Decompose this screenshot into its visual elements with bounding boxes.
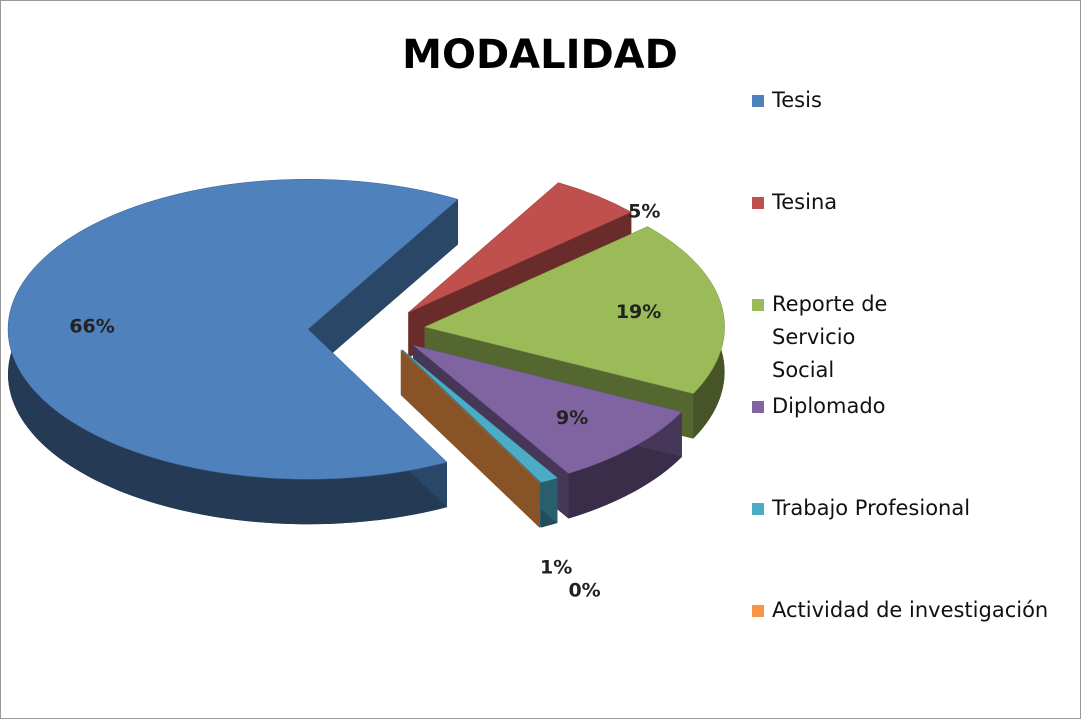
slice xyxy=(7,178,459,480)
slice-side xyxy=(308,199,459,375)
data-label: 0% xyxy=(568,580,600,602)
legend-label: Diplomado xyxy=(772,394,886,418)
slice xyxy=(408,182,632,313)
data-label: 1% xyxy=(540,556,572,578)
data-labels: 66% 5% 19% 9% 1%0% xyxy=(69,200,661,601)
legend-item: Diplomado xyxy=(752,390,886,423)
data-label: 66% xyxy=(69,315,114,337)
legend-item: Trabajo Profesional xyxy=(752,492,970,525)
chart-title: MODALIDAD xyxy=(402,32,678,78)
data-label: 5% xyxy=(628,200,660,222)
legend-item: Actividad de investigación xyxy=(752,594,1048,627)
legend-swatch xyxy=(752,197,764,209)
slice xyxy=(423,226,725,394)
legend-label: Trabajo Profesional xyxy=(772,496,971,520)
slice-tops xyxy=(7,178,725,484)
legend-swatch xyxy=(752,503,764,515)
legend-swatch xyxy=(752,401,764,413)
legend-item: Reporte de Servicio Social xyxy=(752,288,902,387)
legend-swatch xyxy=(752,299,764,311)
slice xyxy=(412,344,683,474)
slice xyxy=(400,349,541,484)
data-label: 9% xyxy=(556,407,588,429)
data-label: 19% xyxy=(616,301,661,323)
legend-label: Tesis xyxy=(772,88,822,112)
legend-swatch xyxy=(752,605,764,617)
slice-side xyxy=(400,349,540,528)
legend-label: Actividad de investigación xyxy=(772,598,1049,622)
legend-item: Tesis xyxy=(752,84,822,117)
legend-swatch xyxy=(752,95,764,107)
legend-item: Tesina xyxy=(752,186,837,219)
legend-label: Tesina xyxy=(772,190,838,214)
legend-label: Reporte de Servicio Social xyxy=(772,292,888,382)
slice xyxy=(401,349,559,483)
